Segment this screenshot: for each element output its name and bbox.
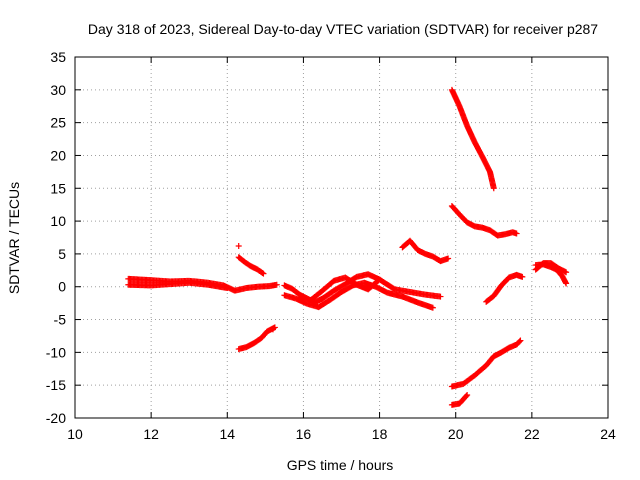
data-point bbox=[519, 273, 526, 280]
x-axis-label: GPS time / hours bbox=[287, 457, 394, 473]
data-point bbox=[429, 304, 436, 311]
data-point bbox=[463, 392, 470, 399]
data-point bbox=[490, 185, 497, 192]
data-point bbox=[464, 392, 471, 399]
y-tick-label: -15 bbox=[46, 377, 66, 393]
data-points bbox=[125, 86, 570, 408]
data-point bbox=[376, 276, 383, 283]
data-point bbox=[437, 293, 444, 300]
x-tick-label: 24 bbox=[600, 426, 616, 442]
plot-frame bbox=[74, 56, 609, 419]
data-point bbox=[563, 280, 570, 287]
y-tick-label: 35 bbox=[50, 49, 66, 65]
y-tick-label: -10 bbox=[46, 344, 66, 360]
x-tick-label: 18 bbox=[372, 426, 388, 442]
y-tick-label: -20 bbox=[46, 410, 66, 426]
x-tick-labels: 10 12 14 16 18 20 22 24 bbox=[67, 426, 616, 442]
data-point bbox=[375, 277, 382, 284]
data-point bbox=[259, 269, 266, 276]
data-point bbox=[235, 243, 242, 250]
x-tick-label: 22 bbox=[524, 426, 540, 442]
y-tick-label: 10 bbox=[50, 213, 66, 229]
data-point bbox=[308, 296, 315, 303]
x-tick-label: 12 bbox=[143, 426, 159, 442]
data-point bbox=[273, 281, 280, 288]
data-point bbox=[513, 230, 520, 237]
data-point bbox=[517, 337, 524, 344]
x-tick-label: 16 bbox=[296, 426, 312, 442]
y-tick-label: -5 bbox=[54, 312, 67, 328]
x-tick-label: 10 bbox=[67, 426, 83, 442]
grid-lines bbox=[74, 56, 609, 419]
data-point bbox=[516, 338, 523, 345]
data-point bbox=[260, 270, 267, 277]
y-tick-label: 0 bbox=[58, 279, 66, 295]
y-axis-label: SDTVAR / TECUs bbox=[6, 182, 22, 294]
data-point bbox=[563, 269, 570, 276]
chart-title: Day 318 of 2023, Sidereal Day-to-day VTE… bbox=[88, 21, 598, 37]
x-tick-label: 14 bbox=[219, 426, 235, 442]
y-tick-label: 5 bbox=[58, 246, 66, 262]
y-tick-label: 15 bbox=[50, 180, 66, 196]
y-tick-label: 25 bbox=[50, 115, 66, 131]
y-tick-label: 30 bbox=[50, 82, 66, 98]
y-tick-labels: -20 -15 -10 -5 0 5 10 15 20 25 30 35 bbox=[46, 49, 66, 426]
data-point bbox=[224, 285, 231, 292]
y-tick-label: 20 bbox=[50, 147, 66, 163]
data-point bbox=[445, 255, 452, 262]
x-tick-label: 20 bbox=[448, 426, 464, 442]
data-point bbox=[269, 326, 276, 333]
